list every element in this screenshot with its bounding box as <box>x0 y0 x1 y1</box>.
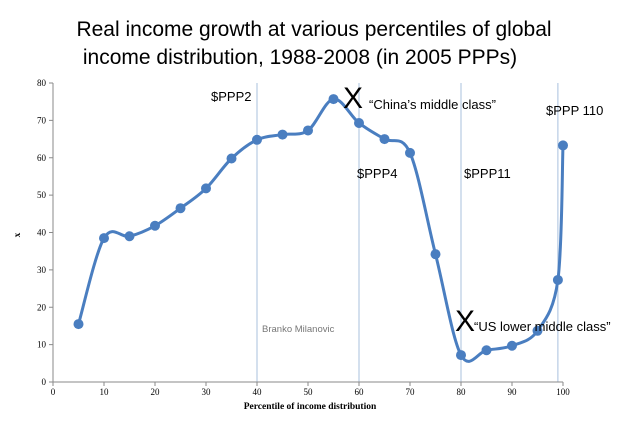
us-annotation: “US lower middle class” <box>474 319 611 334</box>
x-tick-label: 70 <box>406 387 416 397</box>
data-point <box>150 220 160 231</box>
data-point <box>226 153 237 164</box>
x-tick-label: 30 <box>202 387 212 397</box>
data-point <box>124 231 135 242</box>
data-point <box>277 129 288 140</box>
y-tick-label: 30 <box>37 265 47 275</box>
data-point <box>558 140 568 151</box>
data-point <box>405 147 415 158</box>
data-point <box>481 345 492 356</box>
x-tick-label: 50 <box>304 387 314 397</box>
y-tick-label: 0 <box>42 377 47 387</box>
data-point <box>430 249 441 260</box>
y-axis-label: x <box>12 232 22 237</box>
y-tick-label: 10 <box>37 340 47 350</box>
reference-lines <box>256 83 559 382</box>
y-tick-label: 50 <box>37 190 47 200</box>
x-tick-label: 60 <box>355 387 365 397</box>
y-ticks: 0 10 20 30 40 50 60 70 80 <box>37 78 53 387</box>
ppp11-label: $PPP11 <box>464 166 511 181</box>
data-point <box>252 134 262 145</box>
data-point <box>303 125 313 136</box>
x-tick-label: 90 <box>508 387 518 397</box>
y-tick-label: 70 <box>37 115 47 125</box>
china-annotation: “China’s middle class” <box>369 97 496 112</box>
x-tick-label: 10 <box>100 387 110 397</box>
ppp4-label: $PPP4 <box>357 166 397 181</box>
x-tick-label: 100 <box>556 387 570 397</box>
credit-text: Branko Milanovic <box>262 324 335 335</box>
data-point <box>328 94 339 105</box>
x-ticks: 0 10 20 30 40 50 60 70 80 90 100 <box>51 382 570 397</box>
china-marker: X <box>343 82 363 115</box>
data-point <box>456 350 466 361</box>
y-tick-label: 60 <box>37 153 47 163</box>
x-axis-label: Percentile of income distribution <box>244 402 377 412</box>
data-points <box>73 94 568 361</box>
data-point <box>99 233 109 244</box>
data-point <box>175 203 186 214</box>
y-tick-label: 20 <box>37 302 47 312</box>
us-marker: X <box>455 305 475 338</box>
x-tick-label: 0 <box>51 387 56 397</box>
data-point <box>354 117 364 128</box>
ppp110-label: $PPP 110 <box>546 103 603 118</box>
data-point <box>73 319 84 330</box>
x-tick-label: 40 <box>253 387 263 397</box>
data-point <box>507 340 517 351</box>
y-tick-label: 80 <box>37 78 47 88</box>
chart-title-line-2: income distribution, 1988-2008 (in 2005 … <box>83 46 517 69</box>
data-point <box>201 183 211 194</box>
chart-title-line-1: Real income growth at various percentile… <box>76 18 551 41</box>
data-point <box>552 274 563 285</box>
ppp2-label: $PPP2 <box>211 89 251 104</box>
y-tick-label: 40 <box>37 228 47 238</box>
data-point <box>379 134 390 145</box>
x-tick-label: 20 <box>151 387 161 397</box>
data-point <box>532 325 543 336</box>
x-tick-label: 80 <box>457 387 467 397</box>
